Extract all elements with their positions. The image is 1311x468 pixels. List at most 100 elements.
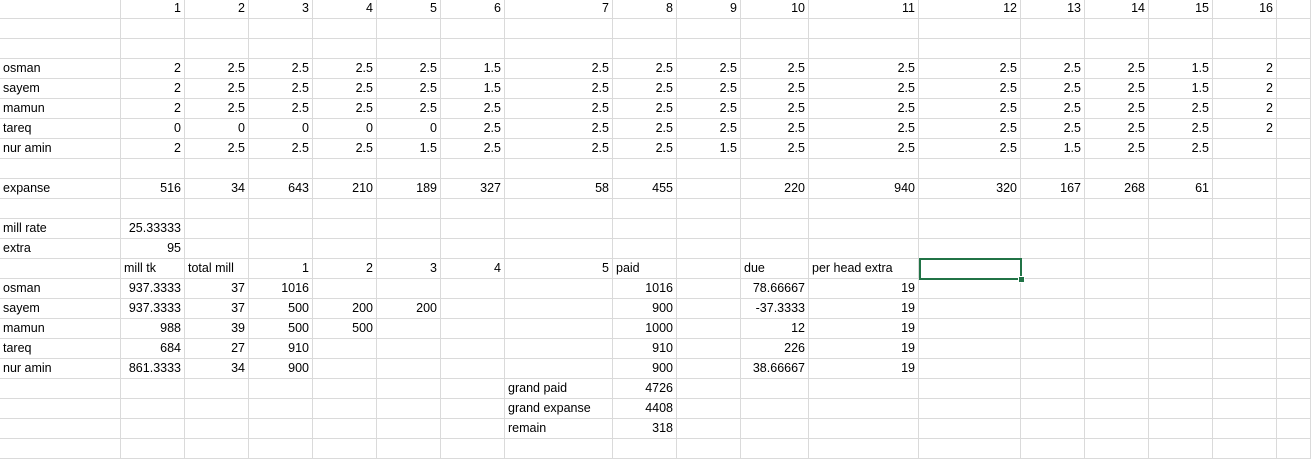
- cell-r19-c15[interactable]: [1085, 359, 1149, 379]
- cell-r22-c18[interactable]: [1277, 419, 1311, 439]
- cell-r19-c18[interactable]: [1277, 359, 1311, 379]
- cell-r4-c16[interactable]: 1.5: [1149, 59, 1213, 79]
- cell-r21-c16[interactable]: [1149, 399, 1213, 419]
- cell-r15-c12[interactable]: 19: [809, 279, 919, 299]
- cell-r3-c15[interactable]: [1085, 39, 1149, 59]
- cell-r21-c9[interactable]: 4408: [613, 399, 677, 419]
- cell-r21-c18[interactable]: [1277, 399, 1311, 419]
- cell-r23-c16[interactable]: [1149, 439, 1213, 459]
- cell-r3-c14[interactable]: [1021, 39, 1085, 59]
- cell-r22-c6[interactable]: [377, 419, 441, 439]
- cell-r10-c3[interactable]: 34: [185, 179, 249, 199]
- cell-r5-c6[interactable]: 2.5: [377, 79, 441, 99]
- cell-r13-c8[interactable]: [505, 239, 613, 259]
- cell-r20-c11[interactable]: [741, 379, 809, 399]
- cell-r15-c5[interactable]: [313, 279, 377, 299]
- cell-r10-c12[interactable]: 940: [809, 179, 919, 199]
- cell-r23-c17[interactable]: [1213, 439, 1277, 459]
- cell-r6-c12[interactable]: 2.5: [809, 99, 919, 119]
- cell-r11-c8[interactable]: [505, 199, 613, 219]
- cell-r8-c14[interactable]: 1.5: [1021, 139, 1085, 159]
- cell-r14-c11[interactable]: due: [741, 259, 809, 279]
- cell-r22-c3[interactable]: [185, 419, 249, 439]
- cell-r21-c7[interactable]: [441, 399, 505, 419]
- cell-r23-c8[interactable]: [505, 439, 613, 459]
- cell-r4-c14[interactable]: 2.5: [1021, 59, 1085, 79]
- cell-r9-c5[interactable]: [313, 159, 377, 179]
- cell-r20-c4[interactable]: [249, 379, 313, 399]
- cell-r15-c2[interactable]: 937.3333: [121, 279, 185, 299]
- cell-r16-c1[interactable]: sayem: [0, 299, 121, 319]
- cell-r3-c9[interactable]: [613, 39, 677, 59]
- cell-r6-c8[interactable]: 2.5: [505, 99, 613, 119]
- cell-r13-c4[interactable]: [249, 239, 313, 259]
- cell-r5-c14[interactable]: 2.5: [1021, 79, 1085, 99]
- cell-r18-c18[interactable]: [1277, 339, 1311, 359]
- cell-r9-c14[interactable]: [1021, 159, 1085, 179]
- cell-r1-c8[interactable]: 7: [505, 0, 613, 19]
- cell-r6-c16[interactable]: 2.5: [1149, 99, 1213, 119]
- cell-r18-c8[interactable]: [505, 339, 613, 359]
- cell-r14-c7[interactable]: 4: [441, 259, 505, 279]
- cell-r21-c14[interactable]: [1021, 399, 1085, 419]
- cell-r5-c18[interactable]: [1277, 79, 1311, 99]
- cell-r19-c13[interactable]: [919, 359, 1021, 379]
- cell-r3-c18[interactable]: [1277, 39, 1311, 59]
- cell-r7-c7[interactable]: 2.5: [441, 119, 505, 139]
- cell-r2-c7[interactable]: [441, 19, 505, 39]
- cell-r4-c17[interactable]: 2: [1213, 59, 1277, 79]
- cell-r15-c3[interactable]: 37: [185, 279, 249, 299]
- cell-r5-c13[interactable]: 2.5: [919, 79, 1021, 99]
- cell-r15-c1[interactable]: osman: [0, 279, 121, 299]
- cell-r5-c17[interactable]: 2: [1213, 79, 1277, 99]
- cell-r22-c1[interactable]: [0, 419, 121, 439]
- cell-r1-c9[interactable]: 8: [613, 0, 677, 19]
- selected-cell[interactable]: [919, 258, 1022, 280]
- cell-r6-c1[interactable]: mamun: [0, 99, 121, 119]
- cell-r22-c7[interactable]: [441, 419, 505, 439]
- cell-r1-c4[interactable]: 3: [249, 0, 313, 19]
- cell-r3-c16[interactable]: [1149, 39, 1213, 59]
- cell-r11-c2[interactable]: [121, 199, 185, 219]
- cell-r12-c13[interactable]: [919, 219, 1021, 239]
- cell-r5-c11[interactable]: 2.5: [741, 79, 809, 99]
- cell-r16-c18[interactable]: [1277, 299, 1311, 319]
- cell-r23-c13[interactable]: [919, 439, 1021, 459]
- cell-r22-c10[interactable]: [677, 419, 741, 439]
- cell-r13-c5[interactable]: [313, 239, 377, 259]
- cell-r8-c8[interactable]: 2.5: [505, 139, 613, 159]
- cell-r16-c3[interactable]: 37: [185, 299, 249, 319]
- cell-r9-c16[interactable]: [1149, 159, 1213, 179]
- cell-r1-c18[interactable]: [1277, 0, 1311, 19]
- cell-r8-c5[interactable]: 2.5: [313, 139, 377, 159]
- cell-r8-c1[interactable]: nur amin: [0, 139, 121, 159]
- cell-r2-c2[interactable]: [121, 19, 185, 39]
- cell-r7-c3[interactable]: 0: [185, 119, 249, 139]
- cell-r7-c5[interactable]: 0: [313, 119, 377, 139]
- cell-r15-c10[interactable]: [677, 279, 741, 299]
- cell-r7-c12[interactable]: 2.5: [809, 119, 919, 139]
- cell-r2-c12[interactable]: [809, 19, 919, 39]
- cell-r16-c9[interactable]: 900: [613, 299, 677, 319]
- cell-r20-c18[interactable]: [1277, 379, 1311, 399]
- cell-r23-c15[interactable]: [1085, 439, 1149, 459]
- cell-r12-c17[interactable]: [1213, 219, 1277, 239]
- cell-r23-c3[interactable]: [185, 439, 249, 459]
- cell-r12-c6[interactable]: [377, 219, 441, 239]
- cell-r22-c2[interactable]: [121, 419, 185, 439]
- cell-r14-c16[interactable]: [1149, 259, 1213, 279]
- cell-r7-c17[interactable]: 2: [1213, 119, 1277, 139]
- cell-r22-c5[interactable]: [313, 419, 377, 439]
- cell-r18-c10[interactable]: [677, 339, 741, 359]
- cell-r15-c13[interactable]: [919, 279, 1021, 299]
- cell-r3-c13[interactable]: [919, 39, 1021, 59]
- cell-r21-c11[interactable]: [741, 399, 809, 419]
- cell-r16-c14[interactable]: [1021, 299, 1085, 319]
- cell-r14-c8[interactable]: 5: [505, 259, 613, 279]
- cell-r4-c7[interactable]: 1.5: [441, 59, 505, 79]
- cell-r19-c8[interactable]: [505, 359, 613, 379]
- cell-r22-c15[interactable]: [1085, 419, 1149, 439]
- cell-r20-c15[interactable]: [1085, 379, 1149, 399]
- cell-r9-c18[interactable]: [1277, 159, 1311, 179]
- cell-r8-c15[interactable]: 2.5: [1085, 139, 1149, 159]
